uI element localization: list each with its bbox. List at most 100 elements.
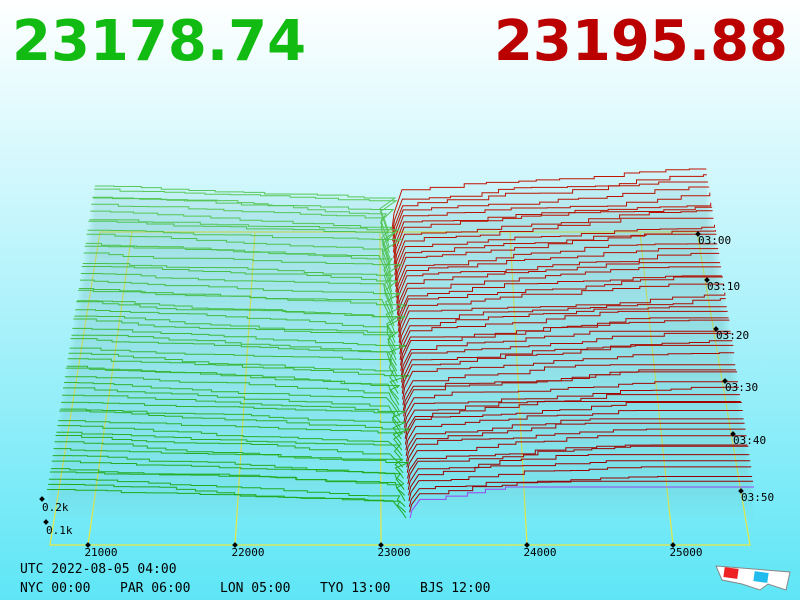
bid-depth-line [78, 289, 408, 332]
ask-depth-line [398, 298, 726, 349]
ask-depth-line [406, 435, 747, 473]
ask-depth-line [408, 476, 753, 507]
ask-depth-line [395, 230, 716, 287]
tick-dot [738, 488, 744, 494]
ask-depth-line [392, 186, 710, 247]
depth-fill [65, 364, 736, 406]
depth-fill [92, 186, 709, 247]
bid-depth-line [49, 471, 406, 502]
ask-depth-line [395, 233, 717, 293]
depth-fill [81, 253, 720, 310]
ask-depth-line [396, 248, 719, 304]
utc-time: UTC 2022-08-05 04:00 [20, 562, 177, 577]
tick-dot [713, 326, 719, 332]
tick-dot [378, 542, 384, 548]
ask-depth-line [403, 371, 738, 417]
depth-fill [57, 418, 744, 456]
bid-depth-line [90, 210, 393, 259]
depth-fill [90, 202, 711, 259]
ask-depth-line [399, 310, 728, 360]
ask-depth-line [400, 319, 730, 372]
bid-depth-line [64, 376, 400, 411]
tick-dot [524, 542, 530, 548]
ask-depth-line [406, 422, 745, 462]
depth-fill [76, 292, 725, 343]
price-tick-label: 23000 [377, 546, 410, 559]
bid-depth-line [74, 315, 399, 355]
ask-price: 23195.88 [494, 9, 788, 74]
tick-dot [730, 431, 736, 437]
bid-depth-line [58, 420, 405, 451]
ask-depth-line [394, 224, 715, 281]
ask-depth-line [404, 401, 741, 440]
bid-depth-line [69, 347, 398, 383]
ask-depth-line [397, 266, 722, 321]
depth-fill [55, 429, 746, 468]
price-tick-label: 21000 [84, 546, 117, 559]
depth-fill [78, 277, 723, 332]
depth-fill [69, 333, 732, 383]
ask-depth-line [401, 344, 734, 394]
bid-price: 23178.74 [12, 9, 306, 74]
time-tick-label: 03:20 [716, 329, 749, 342]
depth-fill [86, 224, 715, 281]
ask-depth-line [394, 217, 714, 276]
depth-fill [71, 320, 730, 372]
tick-dot [722, 378, 728, 384]
ask-depth-line [406, 428, 746, 468]
bid-depth-line [79, 279, 402, 321]
bid-depth-line [75, 309, 396, 349]
city-time: NYC 00:00 [20, 581, 90, 596]
depth-fill [62, 387, 739, 428]
bid-depth-line [65, 367, 400, 406]
ask-depth-line [405, 418, 744, 457]
floor [49, 231, 751, 546]
ask-depth-line [408, 466, 752, 502]
depth-fill [88, 210, 713, 270]
bid-depth-line [82, 263, 395, 304]
ask-depth-line [401, 332, 732, 383]
grid-line [87, 231, 133, 546]
ask-depth-line [402, 352, 735, 400]
bid-depth-line [61, 401, 402, 434]
bid-depth-line [60, 408, 406, 440]
bid-depth-line [92, 196, 395, 248]
bid-depth-line [62, 394, 406, 428]
bid-depth-line [48, 478, 406, 508]
ask-depth-line [399, 306, 727, 355]
ask-depth-line [394, 210, 713, 270]
depth-plot [39, 168, 754, 548]
bid-depth-line [70, 338, 398, 377]
tick-dot [232, 542, 238, 548]
depth-fill [47, 481, 754, 513]
ask-depth-line [395, 243, 718, 298]
bid-depth-line [73, 318, 397, 361]
time-tick-label: 03:00 [698, 234, 731, 247]
ask-depth-line [397, 275, 722, 327]
bid-depth-line [72, 327, 407, 366]
bid-depth-line [52, 455, 405, 485]
bid-depth-line [63, 382, 401, 417]
city-time: LON 05:00 [220, 581, 290, 596]
city-time: BJS 12:00 [420, 581, 490, 596]
ask-depth-line [403, 386, 739, 428]
ask-depth-line [404, 402, 742, 445]
bid-depth-line [59, 410, 411, 445]
ask-depth-line [393, 206, 713, 264]
depth-fill [89, 206, 712, 264]
bid-depth-line [57, 425, 403, 457]
ask-depth-line [398, 283, 724, 338]
depth-fill [67, 345, 734, 394]
bid-depth-line [51, 460, 405, 491]
ask-depth-line [407, 454, 750, 490]
depth-fill [63, 371, 738, 417]
depth-fill [48, 476, 753, 507]
city-time: TYO 13:00 [320, 581, 390, 596]
price-tick-label: 25000 [669, 546, 702, 559]
ask-depth-line [396, 262, 721, 315]
ask-depth-line [392, 181, 708, 242]
ask-depth-line [391, 174, 707, 236]
bid-depth-line [88, 220, 397, 270]
